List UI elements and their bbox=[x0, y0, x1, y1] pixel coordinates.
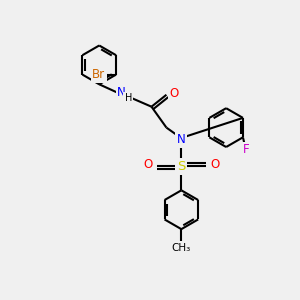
Text: CH₃: CH₃ bbox=[172, 243, 191, 253]
Text: H: H bbox=[124, 93, 132, 103]
Text: Br: Br bbox=[92, 68, 105, 81]
Text: O: O bbox=[169, 87, 178, 100]
Text: O: O bbox=[210, 158, 219, 171]
Text: F: F bbox=[243, 143, 250, 156]
Text: O: O bbox=[143, 158, 152, 171]
Text: S: S bbox=[177, 160, 185, 173]
Text: N: N bbox=[177, 133, 186, 146]
Text: N: N bbox=[117, 86, 126, 99]
